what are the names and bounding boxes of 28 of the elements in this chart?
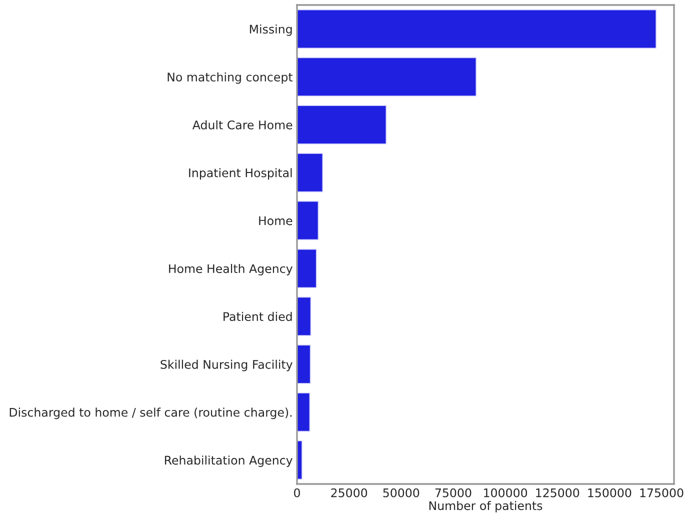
y-tick-label: Discharged to home / self care (routine charge). — [10, 408, 292, 420]
x-tick-label: 175000 — [640, 488, 684, 498]
x-tick-label: 0 — [294, 488, 300, 498]
bar — [297, 153, 324, 192]
bar — [297, 9, 657, 49]
x-tick-label: 25000 — [331, 488, 368, 498]
y-tick-label: Skilled Nursing Facility — [160, 360, 292, 372]
y-tick-label: Home Health Agency — [169, 264, 292, 276]
y-tick-label: No matching concept — [168, 72, 293, 84]
x-tick-label: 100000 — [484, 488, 528, 498]
bar — [297, 248, 317, 288]
bar — [297, 296, 312, 336]
x-tick-label: 50000 — [383, 488, 420, 498]
y-tick-label: Home — [259, 216, 292, 226]
y-tick-label: Adult Care Home — [192, 120, 292, 130]
y-tick-label: Rehabilitation Agency — [164, 456, 292, 467]
bar — [297, 57, 477, 96]
y-tick-label: Inpatient Hospital — [189, 168, 292, 180]
y-tick-label: Missing — [250, 24, 292, 36]
y-tick-label: Patient died — [224, 312, 292, 322]
x-tick-label: 150000 — [588, 488, 632, 498]
x-axis-title: Number of patients — [429, 500, 542, 512]
x-tick-label: 125000 — [536, 488, 580, 498]
bar — [297, 392, 310, 432]
x-tick-label: 75000 — [435, 488, 472, 498]
bar — [297, 200, 319, 240]
bar — [297, 344, 311, 384]
bar — [297, 105, 387, 144]
